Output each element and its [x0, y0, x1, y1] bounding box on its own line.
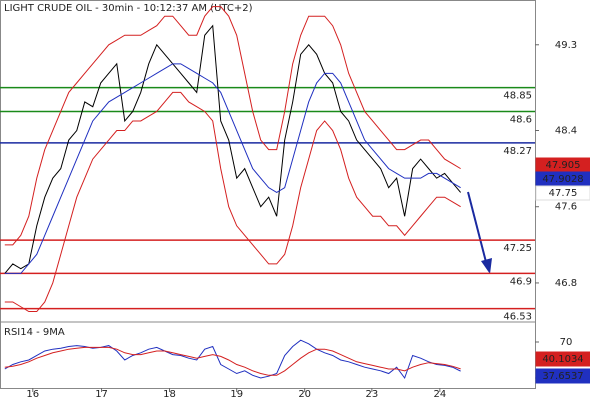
arrow-head	[481, 258, 492, 274]
rsi-tick-label: 70	[560, 337, 573, 348]
level-label: 48.6	[510, 114, 532, 125]
level-label: 46.9	[510, 276, 532, 287]
y-tick-label: 46.8	[555, 278, 577, 289]
y-tick-label: 47.6	[555, 202, 577, 213]
arrow	[467, 191, 492, 274]
price-tag-label: 47.9028	[542, 174, 583, 185]
y-tick-label: 49.3	[555, 40, 577, 51]
x-tick-label: 18	[163, 389, 176, 400]
x-tick-label: 20	[298, 389, 311, 400]
price-line	[4, 24, 462, 274]
rsi-title: RSI14 - 9MA	[4, 327, 65, 338]
x-tick-label: 17	[95, 389, 108, 400]
price-line	[4, 6, 461, 246]
price-tag-label: 37.6537	[542, 371, 583, 382]
price-tag	[535, 351, 590, 367]
x-tick-label: 19	[230, 389, 243, 400]
price-tag-label: 47.905	[546, 160, 581, 171]
price-line	[4, 63, 461, 274]
y-tick-label: 48.4	[555, 126, 577, 137]
level-label: 46.53	[503, 312, 532, 323]
level-label: 48.85	[503, 91, 532, 102]
x-tick-label: 24	[433, 389, 446, 400]
level-label: 48.27	[503, 146, 532, 157]
chart-title: LIGHT CRUDE OIL - 30min - 10:12:37 AM (U…	[4, 3, 253, 14]
x-tick-label: 23	[365, 389, 378, 400]
arrow-shaft	[467, 191, 487, 263]
x-tick-label: 16	[26, 389, 39, 400]
price-tag	[535, 185, 590, 201]
rsi-line	[4, 346, 461, 376]
price-line	[4, 91, 461, 313]
level-label: 47.25	[503, 243, 532, 254]
price-tag	[535, 368, 590, 384]
plot-frame	[0, 0, 536, 389]
price-tag-label: 40.1034	[542, 354, 583, 365]
price-tag-label: 47.75	[549, 188, 578, 199]
rsi-line	[4, 339, 461, 380]
